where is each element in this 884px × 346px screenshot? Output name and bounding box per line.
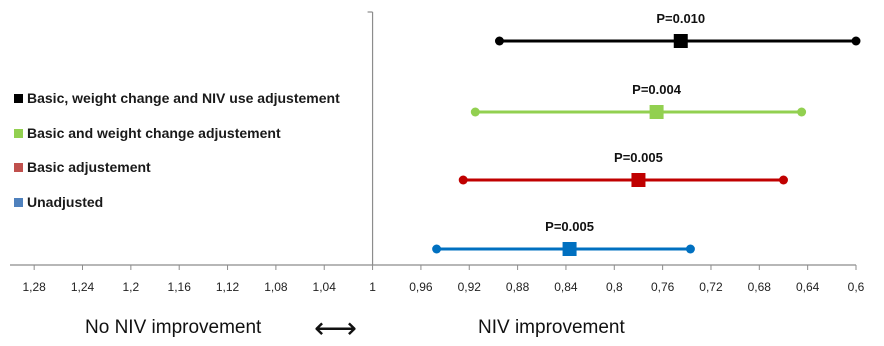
- x-tick-label: 0,96: [409, 280, 433, 294]
- x-tick-label: 0,76: [651, 280, 675, 294]
- legend-swatch-basic-adjustment: [14, 163, 23, 172]
- ci-lower-point: [778, 175, 788, 185]
- series-row: P=0.005: [432, 219, 695, 256]
- p-value-label: P=0.005: [545, 219, 594, 234]
- x-tick-labels: 1,28 1,24 1,2 1,16 1,12 1,08 1,04 1 0,96 0,92 0,88…: [22, 280, 864, 294]
- ci-lower-point: [851, 36, 861, 46]
- legend-swatch-unadjusted: [14, 197, 23, 207]
- plot-axes: [10, 11, 857, 270]
- x-tick-label: 1: [369, 280, 376, 294]
- no-niv-improvement-label: No NIV improvement: [85, 317, 262, 338]
- point-estimate-marker: [649, 105, 664, 119]
- p-value-label: P=0.010: [656, 11, 705, 26]
- point-estimate-marker: [631, 173, 646, 187]
- x-tick-label: 0,88: [506, 280, 530, 294]
- double-arrow-icon: ⟷: [314, 312, 358, 345]
- x-tick-label: 1,12: [216, 280, 240, 294]
- legend-swatch-full-adjustment: [14, 94, 23, 103]
- point-estimate-marker: [562, 242, 577, 256]
- legend-label-weight-adjustment: Basic and weight change adjustement: [27, 124, 281, 141]
- ci-upper-point: [432, 244, 442, 254]
- ci-upper-point: [470, 107, 480, 117]
- x-tick-label: 1,04: [313, 280, 337, 294]
- x-tick-label: 0,6: [848, 280, 865, 294]
- point-estimate-marker: [673, 34, 688, 48]
- legend-label-unadjusted: Unadjusted: [27, 193, 104, 210]
- legend-item-full-adjustment: Basic, weight change and NIV use adjuste…: [14, 90, 340, 125]
- series-row: P=0.005: [458, 150, 788, 187]
- legend: Basic, weight change and NIV use adjuste…: [14, 90, 340, 228]
- legend-item-basic-adjustment: Basic adjustement: [14, 159, 340, 194]
- x-tick-label: 1,28: [22, 280, 46, 294]
- series-row: P=0.004: [470, 82, 807, 119]
- legend-item-unadjusted: Unadjusted: [14, 194, 340, 229]
- x-tick-label: 0,68: [748, 280, 772, 294]
- x-tick-label: 1,16: [168, 280, 192, 294]
- ci-upper-point: [494, 36, 504, 46]
- legend-label-full-adjustment: Basic, weight change and NIV use adjuste…: [27, 90, 340, 106]
- ci-upper-point: [458, 175, 468, 185]
- x-tick-label: 0,8: [606, 280, 623, 294]
- legend-label-basic-adjustment: Basic adjustement: [27, 159, 151, 175]
- x-tick-label: 0,84: [554, 280, 578, 294]
- x-tick-label: 0,72: [699, 280, 723, 294]
- legend-swatch-weight-adjustment: [14, 128, 23, 138]
- niv-improvement-label: NIV improvement: [478, 317, 625, 338]
- x-tick-label: 0,92: [458, 280, 482, 294]
- ci-lower-point: [797, 107, 807, 117]
- p-value-label: P=0.004: [632, 82, 682, 97]
- x-tick-label: 1,08: [264, 280, 288, 294]
- x-tick-label: 1,2: [123, 280, 140, 294]
- x-tick-label: 0,64: [796, 280, 820, 294]
- series-layer: P=0.010 P=0.004 P=0.005 P=0.005: [432, 11, 861, 256]
- p-value-label: P=0.005: [614, 150, 663, 165]
- legend-item-weight-adjustment: Basic and weight change adjustement: [14, 125, 340, 160]
- ci-lower-point: [685, 244, 695, 254]
- x-tick-label: 1,24: [71, 280, 95, 294]
- series-row: P=0.010: [494, 11, 861, 48]
